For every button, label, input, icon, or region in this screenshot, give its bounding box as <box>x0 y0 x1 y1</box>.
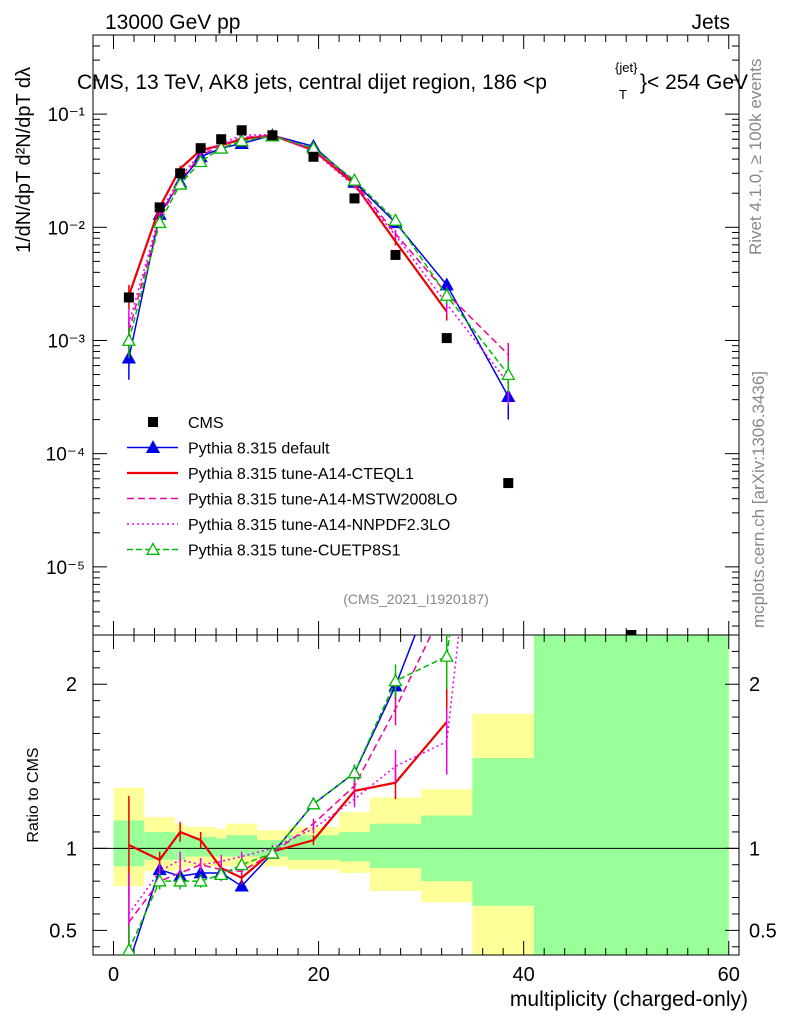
y-tick-label: 10⁻⁵ <box>46 558 85 579</box>
legend-marker <box>145 542 161 555</box>
cms-data-point <box>503 478 514 489</box>
cms-data-point <box>195 143 206 154</box>
y-axis-label-text: 1/dN/dpT d²N/dpT dλ <box>13 67 35 253</box>
series-marker <box>234 133 249 147</box>
series-marker <box>193 154 208 168</box>
ratio-marker <box>193 873 208 887</box>
band-green-bin <box>369 823 422 869</box>
x-tick-label: 60 <box>718 964 740 986</box>
ratio-marker <box>234 878 249 892</box>
rivet-label: Rivet 4.1.0, ≥ 100k events <box>746 59 765 255</box>
legend-label: Pythia 8.315 tune-A14-CTEQL1 <box>188 466 414 483</box>
cms-data-point <box>349 193 360 204</box>
ratio-marker <box>502 186 514 197</box>
series-line <box>128 135 509 376</box>
band-green-bin <box>216 838 227 857</box>
legend-label: Pythia 8.315 tune-A14-MSTW2008LO <box>188 492 457 509</box>
cms-data-point <box>626 630 637 635</box>
y-tick-label: 10⁻⁴ <box>46 445 85 466</box>
ratio-marker <box>502 186 514 197</box>
chart-title-superscript: {jet} <box>615 60 638 75</box>
series-marker <box>173 176 188 190</box>
ratio-marker <box>152 873 167 887</box>
legend-marker <box>145 440 161 453</box>
chart-title-subscript: T <box>619 87 627 102</box>
band-green-bin <box>472 758 534 906</box>
y-tick-label: 10⁻³ <box>48 331 86 352</box>
ratio-marker <box>441 547 453 558</box>
ratio-plot-data <box>122 186 514 968</box>
legend-label: Pythia 8.315 tune-A14-NNPDF2.3LO <box>188 517 450 534</box>
y-tick-label: 10⁻² <box>48 218 86 239</box>
series-marker <box>152 215 167 229</box>
ratio-marker <box>234 857 249 871</box>
band-green-bin <box>533 635 729 955</box>
x-tick-label: 0 <box>108 964 119 986</box>
series-marker <box>214 140 229 154</box>
legend: CMS Pythia 8.315 default Pythia 8.315 tune… <box>127 415 457 560</box>
ratio-line <box>128 635 432 923</box>
mcplots-label: mcplots.cern.ch [arXiv:1306.3436] <box>749 371 768 628</box>
ratio-marker <box>122 942 136 955</box>
ratio-tick-label-right: 2 <box>749 674 760 696</box>
legend-label: Pythia 8.315 default <box>188 441 330 458</box>
cms-data-point <box>441 333 452 344</box>
ratio-marker <box>173 873 188 887</box>
x-tick-label: 20 <box>307 964 329 986</box>
ratio-marker <box>123 957 135 968</box>
ratio-axis-label: Ratio to CMS <box>25 747 42 842</box>
x-tick-label: 40 <box>513 964 535 986</box>
ratio-tick-label: 1 <box>66 838 77 860</box>
ratio-plot-frame <box>92 634 740 956</box>
ratio-marker <box>439 648 454 662</box>
legend-label: Pythia 8.315 tune-CUETP8S1 <box>188 543 401 560</box>
main-plot-data <box>121 125 637 635</box>
ratio-marker <box>214 867 229 881</box>
band-green-bin <box>339 831 370 862</box>
series-marker <box>121 333 136 346</box>
ratio-marker <box>347 765 362 779</box>
ratio-tick-label: 0.5 <box>49 920 77 942</box>
ratio-tick-label-right: 0.5 <box>749 920 777 942</box>
cms-data-point <box>216 134 227 145</box>
series-line <box>128 134 509 356</box>
y-axis-label: 1/dN/dpT d²N/dpT dλ <box>13 67 35 253</box>
cms-data-point <box>154 202 165 213</box>
cms-data-point <box>175 168 186 179</box>
x-axis-label: multiplicity (charged-only) <box>510 988 748 1011</box>
chart-title-end: }< 254 GeV <box>640 71 748 94</box>
series-marker <box>388 213 403 226</box>
ratio-uncertainty-bands <box>113 635 729 955</box>
ratio-marker <box>306 796 321 810</box>
cms-data-point <box>236 125 247 136</box>
cms-data-point <box>123 292 134 303</box>
header-right: Jets <box>691 11 730 34</box>
y-tick-label: 10⁻¹ <box>48 105 86 126</box>
ratio-tick-label-right: 1 <box>749 838 760 860</box>
chart-title: CMS, 13 TeV, AK8 jets, central dijet reg… <box>77 71 547 94</box>
band-green-bin <box>226 835 258 857</box>
header-left: 13000 GeV pp <box>105 11 240 34</box>
ratio-tick-label: 2 <box>66 674 77 696</box>
axes: 0 20 40 60 10⁻¹ 10⁻² 10⁻³ 10⁻⁴ 10⁻⁵ 2 2 1 1 0.5 0.5 <box>46 34 777 986</box>
series-marker <box>501 367 516 381</box>
legend-label: CMS <box>188 415 224 432</box>
cms-data-point <box>390 249 401 260</box>
cms-data-point <box>267 130 278 141</box>
cms-data-point <box>308 151 319 162</box>
series-line <box>128 133 509 384</box>
band-green-bin <box>175 833 186 860</box>
analysis-watermark: (CMS_2021_I1920187) <box>343 591 489 607</box>
series-marker <box>347 172 362 186</box>
series-marker <box>439 288 454 301</box>
ratio-marker <box>265 845 280 859</box>
ratio-marker <box>388 673 403 687</box>
legend-marker-cms <box>148 417 158 427</box>
